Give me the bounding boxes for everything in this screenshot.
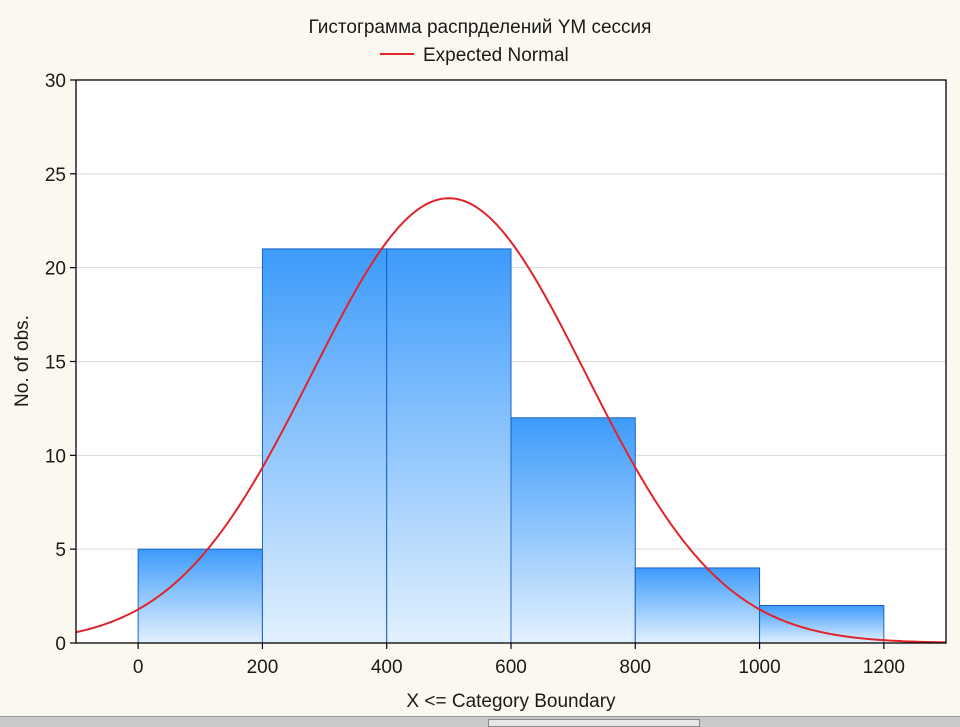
x-tick-label: 600	[495, 657, 527, 678]
x-tick-label: 1000	[738, 657, 780, 678]
x-tick-label: 200	[247, 657, 279, 678]
legend: Expected Normal	[380, 45, 569, 66]
expected-normal-line	[76, 197, 946, 643]
y-tick-label: 0	[55, 634, 66, 655]
y-tick-label: 25	[45, 165, 66, 186]
x-tick-label: 0	[133, 657, 144, 678]
y-tick-label: 15	[45, 353, 66, 374]
y-axis-ticks: 0 5 10 15 20 25 30	[45, 71, 76, 655]
histogram-bar	[137, 548, 263, 644]
histogram-bar	[386, 248, 512, 644]
x-axis-label: X <= Category Boundary	[406, 691, 616, 712]
y-tick-label: 20	[45, 259, 66, 280]
histogram-bars	[137, 248, 885, 644]
y-tick-label: 10	[45, 446, 66, 467]
x-axis-ticks: 0 200 400 600 800 1000 1200	[133, 643, 905, 678]
histogram-bar	[510, 417, 636, 644]
x-tick-label: 800	[619, 657, 651, 678]
x-tick-label: 1200	[863, 657, 905, 678]
normal-curve	[76, 197, 946, 643]
histogram-bar	[634, 567, 761, 644]
histogram-bar	[759, 604, 885, 644]
y-tick-label: 5	[55, 540, 66, 561]
y-axis-label: No. of obs.	[12, 315, 33, 407]
legend-label-expected-normal: Expected Normal	[423, 45, 569, 66]
x-tick-label: 400	[371, 657, 403, 678]
histogram-bar	[261, 248, 388, 644]
y-tick-label: 30	[45, 71, 66, 92]
horizontal-scrollbar[interactable]	[0, 716, 960, 727]
chart-title: Гистограмма распрделений YM сессия	[309, 17, 652, 38]
